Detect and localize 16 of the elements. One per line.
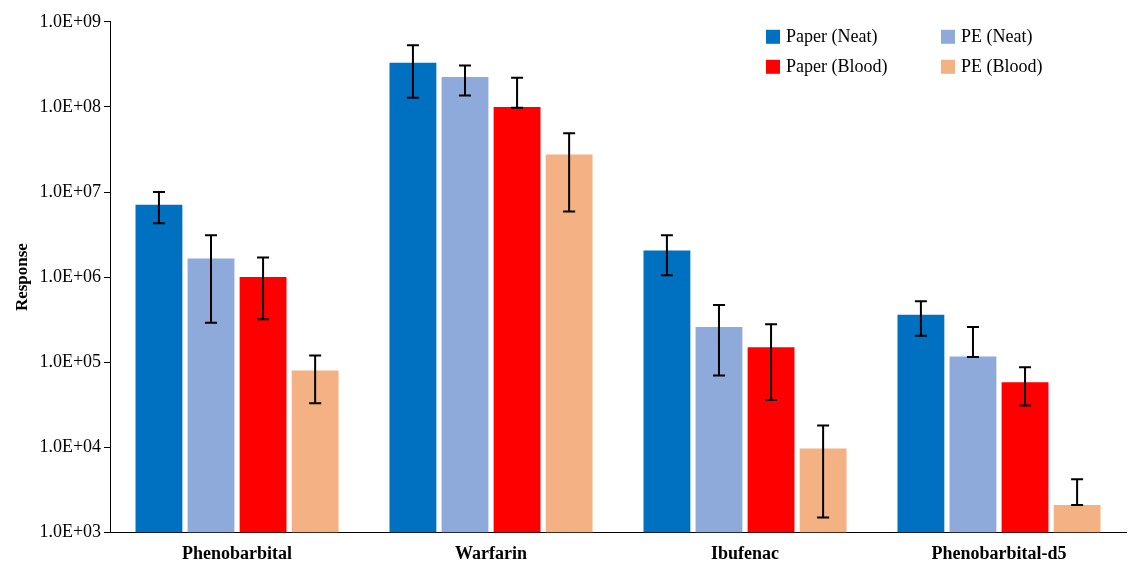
legend-label: PE (Blood) — [961, 55, 1043, 77]
y-axis-title: Response — [11, 242, 31, 312]
y-tick-label: 1.0E+07 — [39, 180, 102, 201]
legend-label: Paper (Blood) — [786, 55, 888, 77]
x-tick-label: Phenobarbital-d5 — [931, 542, 1067, 563]
y-tick-label: 1.0E+04 — [39, 436, 102, 457]
x-tick-label: Ibufenac — [711, 542, 780, 563]
y-tick-label: 1.0E+03 — [39, 521, 102, 542]
y-tick-label: 1.0E+08 — [39, 95, 102, 116]
y-tick-label: 1.0E+05 — [39, 350, 102, 371]
y-tick-label: 1.0E+06 — [39, 265, 102, 286]
y-tick-label: 1.0E+09 — [39, 10, 102, 31]
legend-label: Paper (Neat) — [786, 25, 878, 47]
x-tick-label: Phenobarbital — [182, 542, 293, 563]
legend-label: PE (Neat) — [961, 25, 1033, 47]
x-tick-label: Warfarin — [455, 542, 528, 563]
